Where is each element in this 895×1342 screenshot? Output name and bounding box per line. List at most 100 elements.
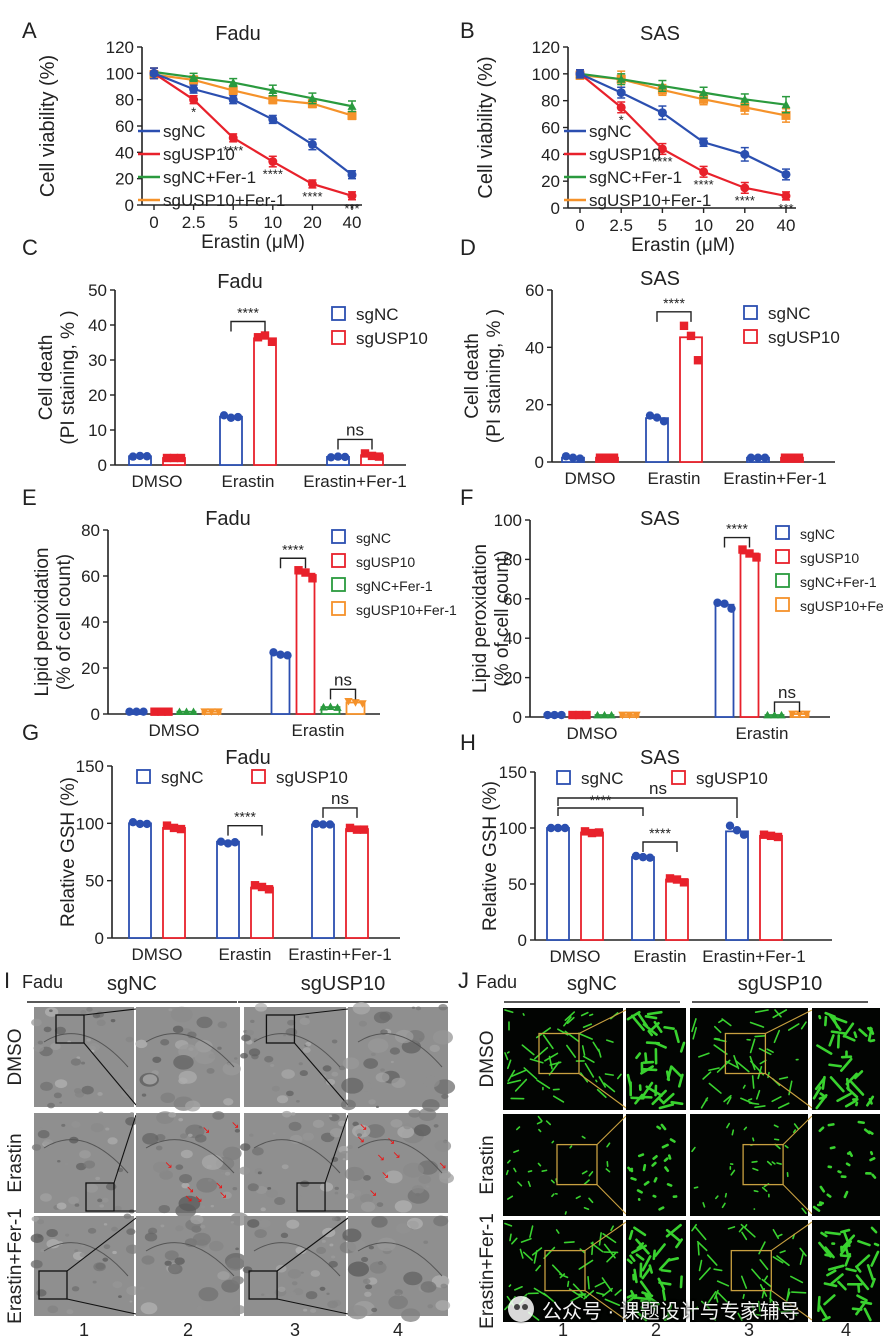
texture-blob [435, 1300, 451, 1311]
mito-fiber [644, 1293, 657, 1311]
texture-blob [40, 1249, 45, 1253]
texture-blob [170, 1006, 193, 1023]
texture-blob [118, 1295, 122, 1299]
texture-blob [358, 1020, 367, 1027]
mito-fiber [828, 1063, 843, 1068]
texture-blob [230, 1221, 235, 1224]
zoom-line [584, 1290, 627, 1321]
mito-fiber [631, 1244, 647, 1254]
mito-fiber [691, 1223, 697, 1232]
mito-fiber [844, 1099, 858, 1108]
image-background [690, 1008, 808, 1110]
mito-fiber [644, 1015, 658, 1020]
watermark: 公众号 · 课题设计与专家辅导 [508, 1292, 888, 1326]
y-tick-label: 20 [541, 172, 560, 191]
x-tick-label: 0 [149, 213, 158, 232]
mito-fiber [552, 1095, 565, 1103]
mito-fiber [635, 1253, 645, 1261]
mito-fiber [517, 1181, 523, 1187]
texture-blob [54, 1026, 66, 1035]
mito-fiber [663, 1157, 669, 1162]
x-tick-label: 5 [228, 213, 237, 232]
texture-blob [86, 1007, 93, 1012]
data-point [740, 183, 750, 193]
texture-blob [264, 1055, 274, 1063]
texture-blob [190, 1214, 204, 1225]
texture-blob [97, 1092, 103, 1096]
x-axis-label: Erastin (μM) [201, 232, 305, 253]
mito-fiber [583, 1206, 590, 1211]
y-tick-label: 20 [115, 170, 134, 189]
significance-bracket [557, 807, 644, 816]
legend-label: sgUSP10+Fe [800, 598, 884, 614]
mito-fiber [626, 1258, 633, 1265]
data-point [367, 451, 377, 461]
mito-fiber [814, 1076, 826, 1091]
data-point [740, 149, 750, 159]
texture-blob [300, 1180, 310, 1188]
mito-fiber [535, 1264, 542, 1272]
legend-label: sgNC+Fer-1 [163, 168, 256, 187]
y-axis-label: (% of cell count) [54, 554, 75, 690]
texture-blob [403, 1123, 412, 1130]
data-point [625, 711, 634, 720]
mito-fiber [652, 1194, 657, 1198]
y-tick-label: 0 [95, 929, 104, 948]
texture-blob [40, 1193, 52, 1202]
mito-fiber [754, 1105, 766, 1109]
significance-bracket [337, 438, 373, 450]
texture-blob [87, 1227, 97, 1234]
mito-fiber [520, 1237, 532, 1243]
mito-fiber [750, 1060, 765, 1076]
texture-blob [344, 1166, 365, 1182]
zoom-line [83, 1042, 137, 1106]
mito-fiber [666, 1065, 673, 1081]
mito-fiber [521, 1044, 535, 1056]
texture-blob [362, 1278, 371, 1285]
texture-blob [402, 1162, 424, 1178]
mito-fiber [755, 1089, 761, 1100]
group-label: sgNC [567, 973, 617, 995]
texture-blob [277, 1286, 286, 1293]
texture-blob [423, 1240, 429, 1244]
mito-fiber [858, 1028, 868, 1037]
texture-blob [172, 1025, 184, 1034]
mito-fiber [555, 1229, 560, 1234]
significance-label: **** [234, 809, 256, 825]
zoom-box [38, 1270, 68, 1300]
significance-label: **** [663, 295, 685, 311]
data-point [607, 710, 616, 719]
mito-fiber [713, 1025, 722, 1034]
image-J-r1-c4 [812, 1008, 880, 1110]
texture-blob [64, 1162, 69, 1166]
zoom-line [83, 1008, 137, 1016]
texture-blob [274, 1197, 286, 1206]
series-sgUSP10+Fer-1 [149, 69, 357, 121]
texture-blob [342, 1057, 360, 1070]
mito-fiber [642, 1060, 655, 1064]
mito-fiber [799, 1251, 805, 1266]
significance-label: ns [331, 789, 349, 808]
y-axis-label: Cell death [462, 333, 483, 419]
mito-fiber [633, 1296, 650, 1301]
texture-blob [305, 1291, 318, 1300]
mito-fiber [559, 1273, 569, 1279]
mito-fiber [641, 1255, 652, 1272]
membrane-line [253, 1242, 341, 1277]
data-point [268, 85, 278, 95]
texture-blob [329, 1114, 333, 1118]
texture-blob [305, 1015, 310, 1019]
texture-blob [220, 1171, 225, 1175]
mito-fiber [648, 1264, 654, 1274]
watermark-text: 公众号 · 课题设计与专家辅导 [542, 1300, 800, 1323]
mito-fiber [817, 1295, 821, 1313]
panel-letter: G [22, 720, 39, 745]
texture-blob [322, 1065, 332, 1072]
zoom-line [782, 1115, 813, 1145]
mito-fiber [598, 1232, 602, 1246]
series-line [153, 72, 353, 197]
data-point [283, 651, 292, 660]
texture-blob [194, 1049, 216, 1065]
mito-fiber [527, 1170, 533, 1173]
data-point [568, 710, 577, 720]
